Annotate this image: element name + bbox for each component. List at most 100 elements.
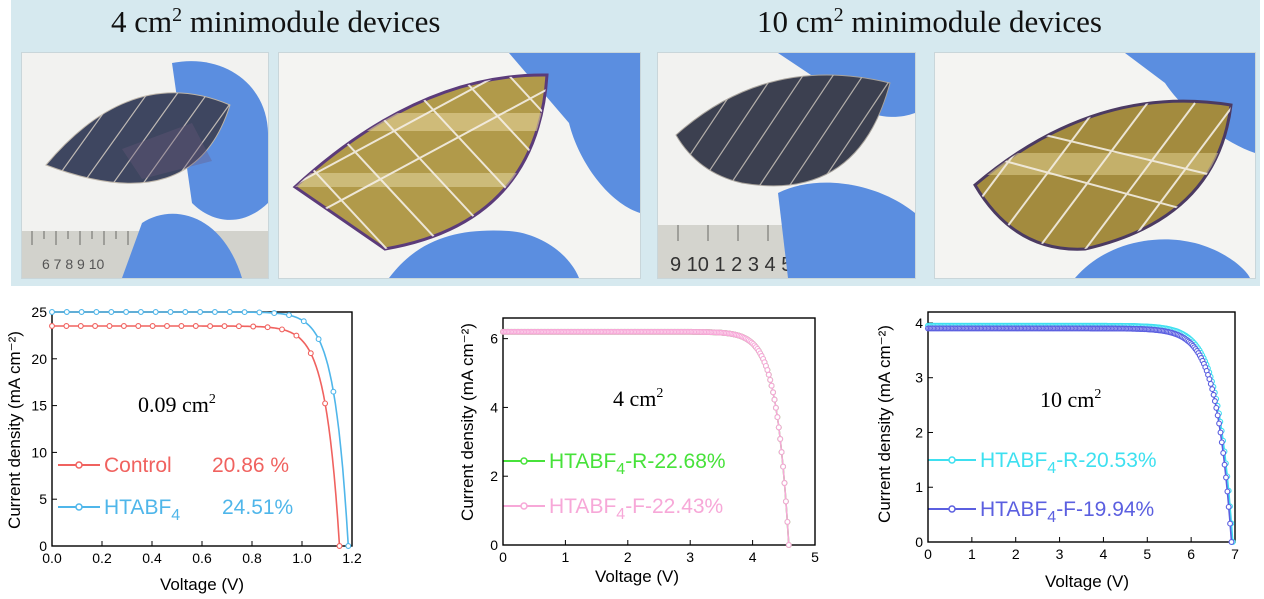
data-point	[197, 309, 204, 315]
data-point	[49, 309, 55, 315]
axes: 0.0 0.2 0.4 0.6 0.8 1.0 1.2 0 5 10 15 20 25	[31, 304, 362, 566]
y-tick-label: 2	[915, 424, 923, 440]
data-point	[765, 371, 772, 378]
data-point	[286, 312, 292, 319]
banner-title-10cm: 10 cm2 minimodule devices	[757, 4, 1102, 39]
photo-10cm-back: 9 10 1 2 3 4 5	[657, 52, 916, 279]
y-tick-label: 20	[31, 351, 47, 367]
data-point	[336, 543, 343, 549]
x-tick-label: 3	[686, 549, 694, 565]
data-point	[1211, 398, 1218, 405]
data-point	[770, 389, 777, 396]
series-1	[925, 325, 1235, 545]
data-point	[63, 323, 70, 329]
data-point	[211, 309, 218, 315]
x-tick-label: 0.6	[192, 550, 212, 566]
data-point	[164, 323, 170, 329]
data-point	[307, 350, 314, 357]
data-point	[1225, 503, 1232, 510]
legend: Control 20.86 % HTABF4 24.51%	[58, 454, 293, 524]
series-1	[49, 309, 352, 549]
chart-svg-0.09cm2: Current density (mA cm⁻²) Voltage (V) 0.…	[5, 304, 362, 594]
x-tick-label: 6	[1187, 546, 1195, 562]
data-point	[279, 326, 285, 333]
axes: 0 1 2 3 4 5 0 2 4 6	[490, 317, 819, 565]
legend-label-htabf4-f: HTABF4-F-19.94%	[980, 498, 1154, 526]
x-axis-label: Voltage (V)	[1045, 572, 1129, 591]
data-point	[135, 323, 142, 329]
axes: 0 1 2 3 4 5 6 7 0 1 2 3 4	[915, 311, 1239, 562]
data-point	[221, 323, 228, 330]
banner-title-4cm: 4 cm2 minimodule devices	[111, 4, 441, 39]
data-point	[49, 323, 55, 329]
x-tick-label: 2	[624, 549, 632, 565]
data-point	[774, 414, 781, 421]
data-point	[63, 309, 70, 315]
y-tick-label: 6	[490, 331, 498, 347]
y-tick-label: 10	[31, 444, 47, 460]
data-point	[149, 323, 156, 329]
ruler-digits-small: 6 7 8 9 10	[42, 256, 104, 272]
y-tick-label: 0	[490, 537, 498, 553]
legend-item-htabf4: HTABF4 24.51%	[58, 496, 293, 524]
data-point	[1214, 412, 1221, 419]
y-tick-label: 0	[915, 534, 923, 550]
data-point	[178, 323, 185, 329]
series-0	[49, 323, 343, 549]
data-point	[315, 336, 322, 343]
data-point	[93, 309, 100, 315]
data-point	[1217, 429, 1224, 436]
data-point	[152, 309, 159, 315]
x-tick-label: 0.0	[42, 550, 62, 566]
data-point	[137, 309, 144, 315]
photo-4cm-back: 6 7 8 9 10	[21, 52, 269, 279]
x-tick-label: 3	[1056, 546, 1064, 562]
y-tick-label: 3	[915, 370, 923, 386]
data-point	[77, 323, 84, 329]
x-axis-label: Voltage (V)	[160, 575, 244, 594]
legend-item-htabf4-f: HTABF4-F-22.43%	[503, 495, 723, 523]
data-point	[768, 382, 775, 389]
data-point	[300, 318, 307, 325]
photo-banner: 4 cm2 minimodule devices 10 cm2 minimodu…	[11, 0, 1260, 286]
chart-10cm2: Current density (mA cm⁻²) Voltage (V) 10…	[872, 296, 1262, 596]
data-point	[92, 323, 99, 329]
legend: HTABF4-R-22.68% HTABF4-F-22.43%	[503, 450, 726, 523]
x-tick-label: 1.2	[342, 550, 362, 566]
series-1	[500, 328, 792, 548]
data-point	[235, 323, 242, 330]
legend-label-control: Control	[104, 454, 172, 477]
x-tick-label: 2	[1012, 546, 1020, 562]
legend-value-control: 20.86 %	[212, 454, 289, 477]
data-point	[192, 323, 199, 329]
x-tick-label: 1	[968, 546, 976, 562]
x-tick-label: 0	[924, 546, 932, 562]
legend-value-htabf4: 24.51%	[222, 496, 293, 519]
legend-label-htabf4-r: HTABF4-R-22.68%	[549, 450, 726, 478]
y-tick-label: 0	[39, 538, 47, 554]
data-point	[782, 498, 789, 505]
data-point	[784, 518, 791, 525]
data-point	[778, 449, 785, 456]
data-point	[78, 309, 85, 315]
data-point	[345, 543, 352, 549]
data-point	[781, 480, 788, 486]
data-point	[775, 424, 782, 431]
y-axis-label: Current density (mA cm⁻²)	[5, 331, 24, 529]
photo-4cm-front	[278, 52, 641, 279]
x-tick-label: 5	[1143, 546, 1151, 562]
x-tick-label: 4	[749, 549, 757, 565]
chart-4cm2: Current density (mA cm⁻²) Voltage (V) 4 …	[455, 296, 830, 596]
y-tick-label: 25	[31, 304, 47, 320]
data-point	[123, 309, 130, 315]
chart-svg-4cm2: Current density (mA cm⁻²) Voltage (V) 4 …	[458, 317, 819, 586]
data-point	[1216, 420, 1223, 427]
x-tick-label: 1.0	[292, 550, 312, 566]
data-point	[1227, 520, 1234, 527]
data-point	[293, 332, 300, 339]
data-point	[106, 323, 113, 329]
data-point	[226, 309, 233, 315]
device-area-annotation: 4 cm2	[613, 386, 663, 411]
data-point	[1220, 450, 1227, 456]
legend-item-htabf4-r: HTABF4-R-20.53%	[928, 449, 1157, 477]
